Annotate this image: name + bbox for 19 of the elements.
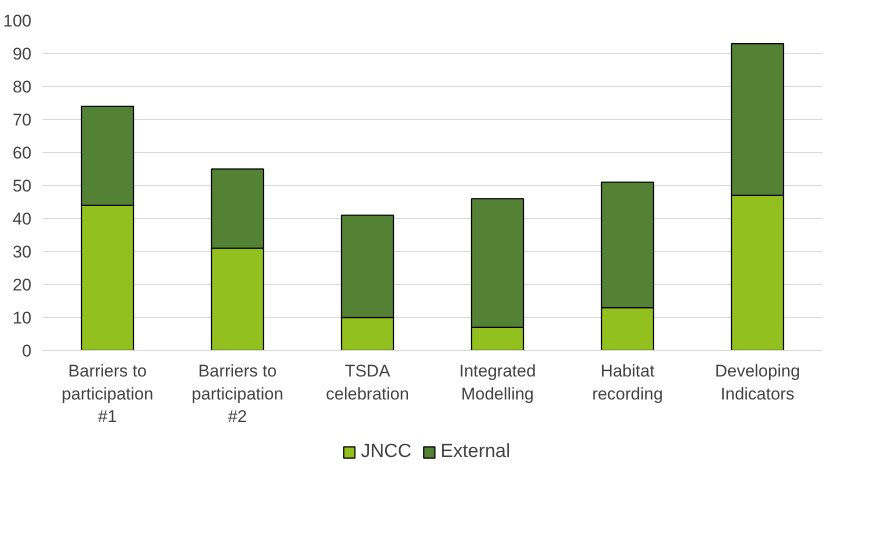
legend-label: JNCC (360, 440, 412, 462)
x-tick-label: TSDA celebration (326, 362, 410, 404)
y-tick-label: 80 (12, 78, 32, 96)
x-tick-label: Habitat recording (592, 362, 663, 404)
legend-label: External (440, 440, 510, 462)
x-tick-label: Developing Indicators (714, 362, 800, 404)
x-tick-label: Barriers to participation #2 (192, 362, 284, 426)
y-tick-label: 20 (12, 276, 32, 294)
y-tick-label: 10 (12, 308, 32, 328)
y-tick-label: 60 (12, 144, 32, 162)
y-tick-label: 0 (22, 342, 32, 360)
x-tick-label: Integrated Modelling (459, 362, 536, 404)
y-tick-label: 40 (12, 210, 32, 228)
y-tick-label: 50 (12, 176, 32, 196)
y-tick-label: 70 (12, 110, 32, 130)
y-tick-label: 100 (3, 12, 32, 30)
y-tick-label: 90 (12, 44, 32, 64)
y-tick-label: 30 (12, 242, 32, 262)
x-tick-label: Barriers to participation #1 (62, 362, 154, 426)
